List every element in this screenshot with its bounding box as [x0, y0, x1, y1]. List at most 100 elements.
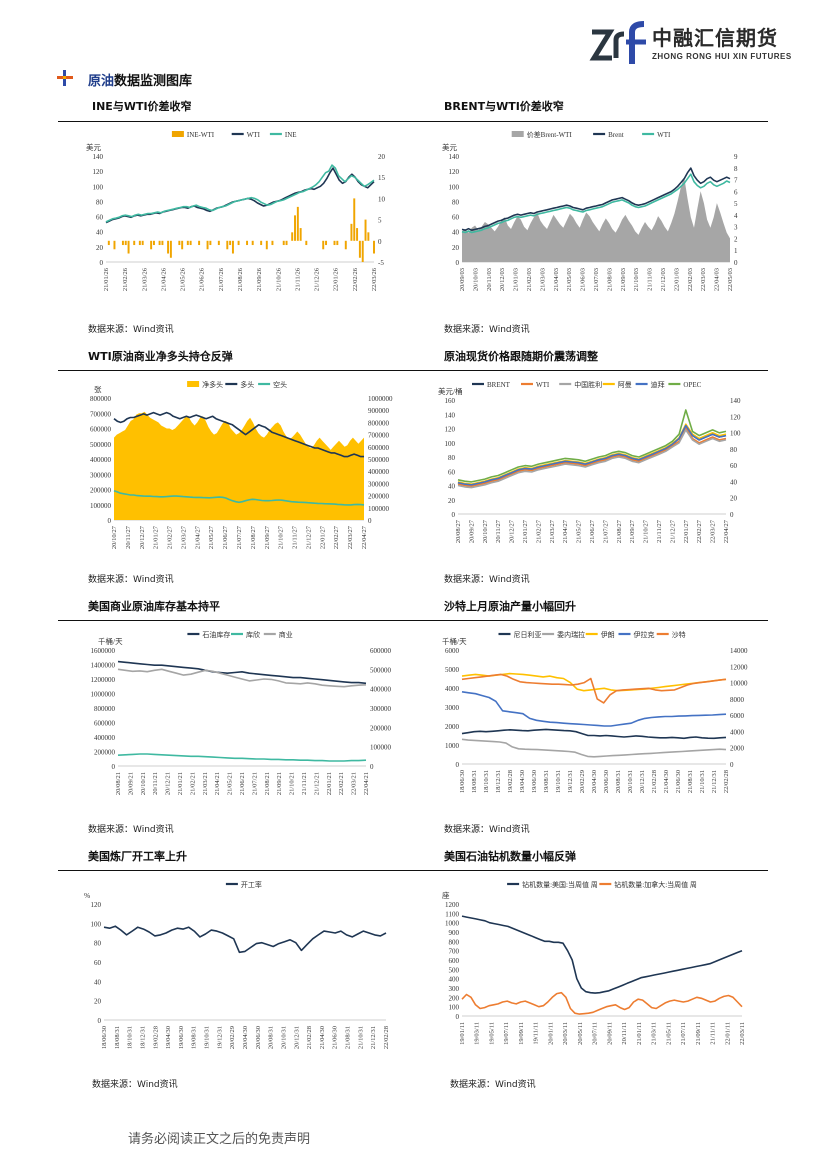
x-tick-label: 18/12/31: [139, 1026, 146, 1049]
bar-mark: [206, 240, 209, 250]
x-tick-label: 21/09/21: [276, 772, 283, 795]
line-series: [461, 915, 743, 994]
area-series: [462, 177, 730, 262]
bar-mark: [121, 240, 124, 246]
y-tick-label-right: 2: [734, 235, 738, 243]
bar-mark: [124, 240, 127, 246]
x-tick-label: 21/05/21: [227, 772, 234, 795]
y-tick-label-right: 9: [734, 153, 738, 161]
x-tick-label: 21/01/27: [522, 519, 529, 543]
x-tick-label: 21/11/03: [647, 268, 654, 291]
x-tick-label: 22/02/27: [333, 525, 340, 549]
legend-label: 开工率: [241, 880, 262, 889]
x-tick-label: 21/07/27: [236, 525, 243, 549]
x-tick-label: 20/11/03: [486, 268, 493, 291]
bar-mark: [364, 219, 367, 241]
x-tick-label: 21/06/21: [239, 772, 246, 795]
line-series: [113, 411, 364, 458]
x-tick-label: 22/01/27: [683, 519, 690, 543]
y-tick-label-right: 0: [734, 259, 738, 267]
legend-label: 价差Brent-WTI: [527, 130, 573, 139]
y-tick-label: 600: [449, 957, 460, 965]
y-tick-label: 100: [445, 440, 456, 448]
y-tick-label: 100: [449, 183, 460, 191]
chart-source-7: 数据来源：Wind资讯: [92, 1080, 178, 1090]
y-tick-label: 0: [452, 511, 456, 519]
chart-svg: 0 100000 200000 300000 400000 500000 600000 700…: [90, 380, 393, 549]
line-series: [461, 991, 743, 1015]
y-tick-label: 0: [456, 259, 460, 267]
y-tick-label-right: 4: [734, 212, 738, 220]
bar-mark: [138, 240, 141, 246]
x-tick-label: 22/01/26: [333, 267, 340, 291]
y-tick-label-right: 120: [730, 413, 741, 421]
legend-label: 尼日利亚: [514, 630, 542, 639]
x-tick-label: 20/02/29: [579, 770, 586, 793]
y-tick-label: 160: [445, 397, 456, 405]
x-tick-label: 21/09/03: [620, 268, 627, 291]
x-tick-label: 19/12/31: [567, 770, 574, 793]
y-axis-unit: 千桶/天: [442, 636, 467, 646]
y-tick-label-right: 6: [734, 188, 738, 196]
bar-mark: [285, 240, 288, 246]
y-tick-label: 1200: [445, 901, 460, 909]
legend-label: OPEC: [683, 381, 701, 389]
bar-mark: [246, 240, 249, 246]
bar-mark: [169, 240, 172, 258]
divider: [58, 620, 768, 621]
line-series: [103, 925, 387, 954]
legend-swatch: [511, 131, 524, 137]
chart-svg: 0 1000 2000 3000 4000 5000 6000 0 2000 4000 6000 80…: [442, 630, 748, 793]
bar-mark: [305, 240, 308, 246]
x-tick-label: 20/09/03: [459, 268, 466, 291]
y-tick-label-right: 1000000: [368, 395, 393, 403]
x-tick-label: 19/02/28: [152, 1026, 159, 1049]
x-tick-label: 22/04/03: [714, 268, 721, 291]
bar-mark: [325, 240, 328, 246]
legend-label: 库欣: [246, 630, 260, 639]
x-tick-label: 21/06/30: [675, 770, 682, 793]
x-tick-label: 21/06/30: [332, 1026, 339, 1049]
x-tick-label: 21/02/26: [122, 267, 129, 291]
x-tick-label: 21/08/31: [345, 1026, 352, 1049]
chart-source-3: 数据来源：Wind资讯: [88, 575, 174, 585]
bar-mark: [367, 232, 370, 241]
bar-mark: [296, 206, 299, 241]
y-tick-label: 500: [449, 966, 460, 974]
y-tick-label: 700000: [90, 410, 112, 418]
chart-title-4: 原油现货价格跟随期价震荡调整: [444, 350, 598, 363]
y-tick-label-right: 5: [734, 200, 738, 208]
x-tick-label: 19/12/31: [216, 1026, 223, 1049]
y-tick-label-right: 12000: [730, 663, 748, 671]
x-tick-label: 21/10/27: [278, 525, 285, 549]
y-tick-label: 800: [449, 938, 460, 946]
y-tick-label: 600000: [94, 720, 116, 728]
bar-mark: [161, 240, 164, 246]
x-tick-label: 21/08/27: [616, 519, 623, 543]
x-tick-label: 20/06/30: [603, 770, 610, 793]
x-tick-label: 21/04/27: [194, 525, 201, 549]
y-tick-label: 1400000: [91, 662, 116, 670]
x-tick-label: 18/08/31: [471, 770, 478, 793]
x-tick-label: 21/01/27: [153, 525, 160, 549]
x-tick-label: 20/10/27: [111, 525, 118, 549]
y-tick-label-right: 4000: [730, 728, 745, 736]
line-series: [117, 660, 367, 685]
x-tick-label: 22/02/27: [696, 519, 703, 543]
x-tick-label: 21/01/11: [636, 1022, 643, 1045]
y-tick-label: 6000: [445, 647, 460, 655]
x-tick-label: 21/05/03: [566, 268, 573, 291]
chart-title-3: WTI原油商业净多头持仓反弹: [88, 350, 233, 363]
x-tick-label: 20/06/30: [255, 1026, 262, 1049]
y-tick-label-right: 10: [378, 195, 386, 203]
bar-mark: [291, 232, 294, 241]
x-tick-label: 21/11/26: [294, 267, 301, 291]
x-tick-label: 21/02/27: [535, 519, 542, 543]
chart-title-1: INE与WTI价差收窄: [92, 100, 192, 113]
x-tick-label: 20/09/21: [127, 772, 134, 795]
x-tick-label: 22/02/28: [723, 770, 730, 793]
x-tick-label: 21/01/21: [177, 772, 184, 795]
y-tick-label-right: 300000: [368, 480, 390, 488]
legend-label: 中国胜利: [574, 380, 602, 389]
y-tick-label: 40: [448, 483, 456, 491]
